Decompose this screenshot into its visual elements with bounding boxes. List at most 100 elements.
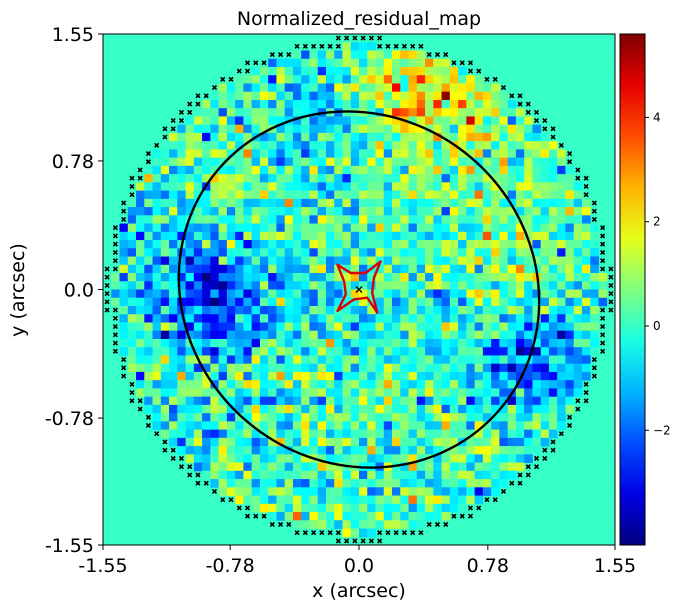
heatmap-cell — [193, 454, 203, 463]
heatmap-cell — [276, 256, 286, 266]
heatmap-cell — [276, 91, 286, 101]
heatmap-cell — [226, 305, 236, 315]
heatmap-cell — [375, 487, 385, 496]
masked-pixel-marker — [195, 101, 201, 107]
heatmap-cell — [499, 273, 509, 282]
heatmap-cell — [185, 157, 195, 167]
heatmap-cell — [268, 512, 277, 521]
masked-pixel-marker — [162, 447, 168, 453]
heatmap-cell — [276, 388, 286, 398]
heatmap-cell — [177, 141, 186, 150]
heatmap-cell — [557, 338, 566, 348]
heatmap-cell — [565, 305, 575, 315]
heatmap-cell — [359, 487, 368, 496]
heatmap-cell — [202, 322, 211, 332]
heatmap-cell — [441, 470, 451, 480]
heatmap-cell — [359, 124, 368, 134]
heatmap-cell — [400, 429, 409, 439]
heatmap-cell — [268, 503, 277, 513]
heatmap-cell — [169, 338, 178, 348]
heatmap-cell — [507, 157, 517, 167]
heatmap-cell — [284, 108, 294, 117]
heatmap-cell — [400, 273, 409, 282]
heatmap-cell — [193, 223, 203, 233]
masked-pixel-marker — [112, 348, 118, 354]
heatmap-cell — [268, 470, 277, 480]
heatmap-cell — [458, 429, 467, 439]
heatmap-cell — [226, 487, 236, 496]
heatmap-cell — [449, 322, 459, 332]
heatmap-cell — [408, 314, 418, 323]
masked-pixel-marker — [608, 299, 614, 305]
heatmap-cell — [259, 182, 269, 191]
heatmap-cell — [218, 256, 228, 266]
heatmap-cell — [425, 165, 434, 175]
heatmap-cell — [218, 479, 228, 488]
heatmap-cell — [515, 404, 525, 414]
heatmap-cell — [218, 421, 228, 431]
heatmap-cell — [507, 281, 517, 290]
heatmap-cell — [449, 124, 459, 134]
heatmap-cell — [210, 338, 220, 348]
heatmap-cell — [474, 83, 484, 93]
heatmap-cell — [259, 108, 269, 117]
heatmap-cell — [284, 281, 294, 290]
heatmap-cell — [309, 58, 319, 68]
heatmap-cell — [185, 132, 195, 142]
heatmap-cell — [309, 338, 319, 348]
heatmap-cell — [144, 264, 153, 274]
masked-pixel-marker — [583, 192, 589, 198]
heatmap-cell — [325, 503, 335, 513]
masked-pixel-marker — [567, 159, 573, 165]
heatmap-cell — [317, 429, 327, 439]
heatmap-cell — [449, 495, 459, 505]
heatmap-cell — [433, 66, 442, 76]
masked-pixel-marker — [434, 52, 441, 58]
heatmap-cell — [441, 58, 451, 68]
heatmap-cell — [309, 223, 319, 233]
heatmap-cell — [177, 207, 186, 216]
heatmap-cell — [458, 66, 467, 76]
heatmap-cell — [235, 363, 244, 373]
heatmap-cell — [243, 116, 253, 126]
heatmap-cell — [144, 363, 153, 373]
heatmap-cell — [515, 297, 525, 307]
heatmap-cell — [218, 264, 228, 274]
heatmap-cell — [383, 264, 393, 274]
masked-pixel-marker — [187, 464, 193, 470]
heatmap-cell — [342, 223, 352, 233]
heatmap-cell — [185, 273, 195, 282]
heatmap-cell — [136, 388, 145, 398]
heatmap-cell — [466, 437, 476, 447]
masked-pixel-marker — [195, 472, 201, 478]
heatmap-cell — [359, 83, 368, 93]
heatmap-cell — [557, 297, 566, 307]
heatmap-cell — [268, 413, 277, 422]
heatmap-cell — [226, 454, 236, 463]
masked-pixel-marker — [187, 101, 193, 107]
heatmap-cell — [342, 371, 352, 381]
heatmap-cell — [499, 215, 509, 224]
heatmap-cell — [482, 429, 492, 439]
heatmap-cell — [540, 347, 550, 356]
heatmap-cell — [119, 322, 129, 332]
heatmap-cell — [499, 363, 509, 373]
heatmap-cell — [169, 421, 178, 431]
heatmap-cell — [392, 338, 401, 348]
heatmap-cell — [449, 446, 459, 455]
heatmap-cell — [235, 314, 244, 323]
heatmap-cell — [169, 165, 178, 175]
masked-pixel-marker — [459, 513, 465, 519]
heatmap-cell — [160, 174, 170, 183]
heatmap-cell — [226, 421, 236, 431]
heatmap-cell — [325, 91, 335, 101]
heatmap-cell — [400, 190, 409, 200]
heatmap-cell — [466, 305, 476, 315]
masked-pixel-marker — [525, 109, 531, 115]
heatmap-cell — [367, 66, 376, 76]
heatmap-cell — [185, 388, 195, 398]
heatmap-cell — [515, 322, 525, 332]
source-center-marker — [355, 286, 363, 293]
heatmap-cell — [408, 338, 418, 348]
heatmap-cell — [392, 91, 401, 101]
